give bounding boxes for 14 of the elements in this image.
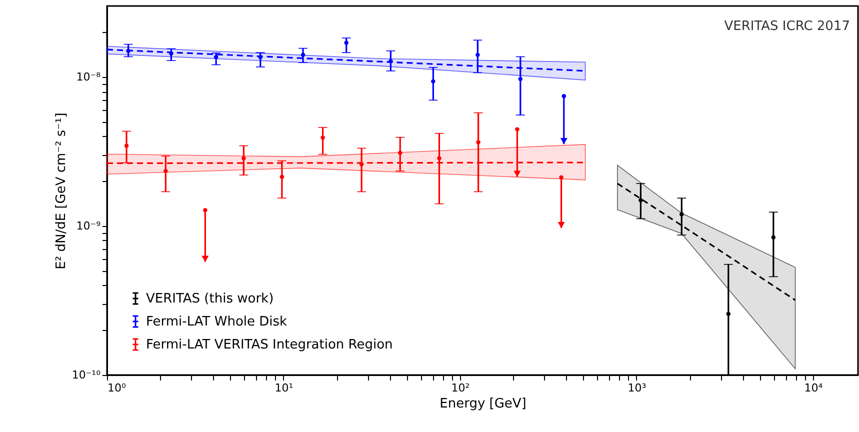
legend-label: Fermi-LAT VERITAS Integration Region (146, 338, 393, 352)
x-axis-title: Energy [GeV] (440, 396, 526, 412)
x-tick-label: 10⁰ (108, 382, 126, 394)
x-tick-label: 10³ (628, 382, 646, 394)
y-tick-label: 10⁻¹⁰ (72, 368, 102, 382)
legend-label: Fermi-LAT Whole Disk (146, 314, 288, 330)
y-tick-label: 10⁻⁸ (76, 70, 102, 84)
y-axis-title: E² dN/dE [GeV cm⁻² s⁻¹] (54, 112, 69, 270)
x-tick-label: 10² (451, 382, 470, 394)
x-tick-label: 10¹ (274, 382, 294, 394)
legend-label: VERITAS (this work) (146, 292, 274, 306)
annotation: VERITAS ICRC 2017 (724, 19, 850, 34)
x-tick-label: 10⁴ (804, 382, 824, 394)
y-tick-label: 10⁻⁹ (76, 220, 100, 233)
